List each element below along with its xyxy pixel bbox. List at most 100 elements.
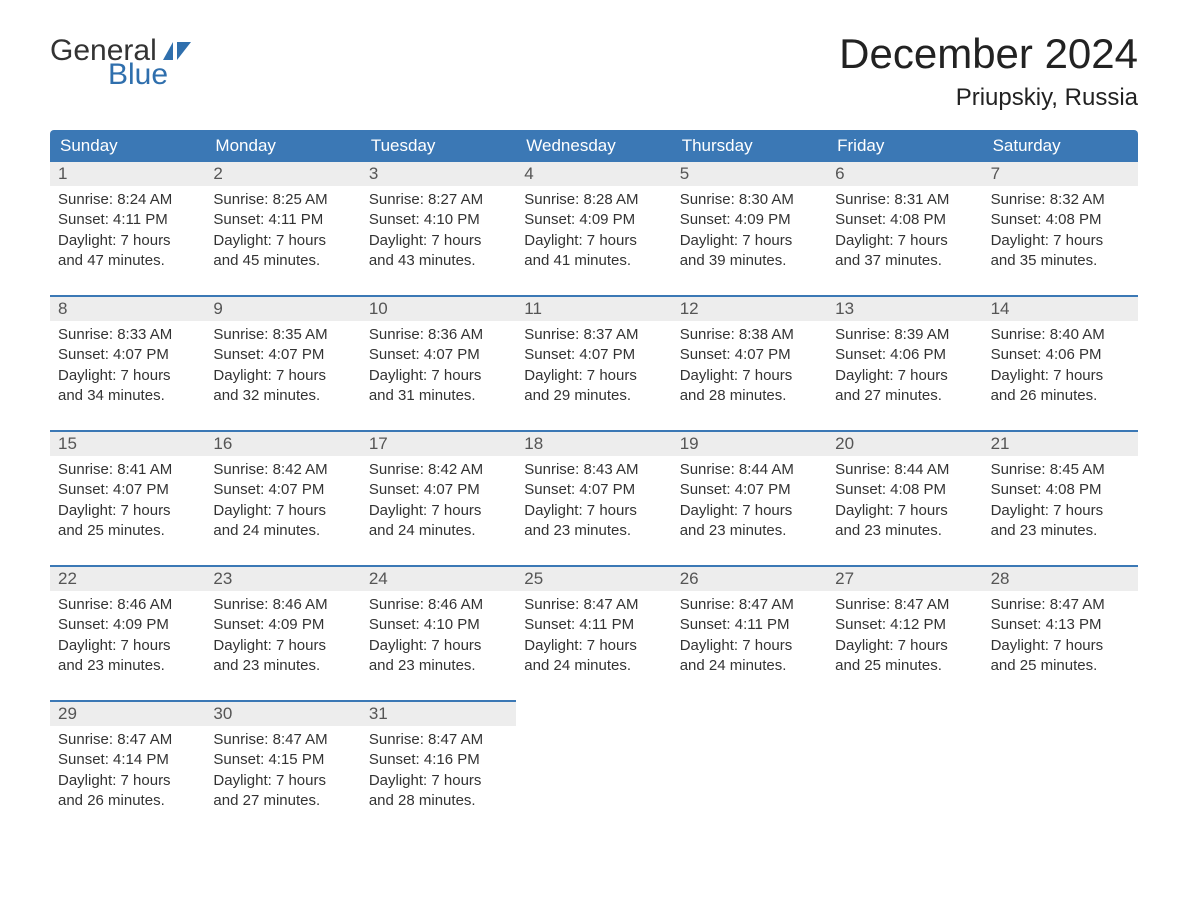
daylight-text-1: Daylight: 7 hours — [991, 636, 1130, 656]
daylight-text-1: Daylight: 7 hours — [369, 501, 508, 521]
sunset-text: Sunset: 4:11 PM — [213, 210, 352, 230]
sunset-text: Sunset: 4:07 PM — [213, 480, 352, 500]
daylight-text-2: and 23 minutes. — [524, 521, 663, 541]
sunset-text: Sunset: 4:15 PM — [213, 750, 352, 770]
day-body: Sunrise: 8:35 AMSunset: 4:07 PMDaylight:… — [205, 321, 360, 414]
day-body: Sunrise: 8:36 AMSunset: 4:07 PMDaylight:… — [361, 321, 516, 414]
daylight-text-2: and 27 minutes. — [213, 791, 352, 811]
day-header: Sunday — [50, 130, 205, 162]
sunset-text: Sunset: 4:12 PM — [835, 615, 974, 635]
daylight-text-2: and 23 minutes. — [213, 656, 352, 676]
day-header: Friday — [827, 130, 982, 162]
day-number: 9 — [205, 295, 360, 321]
calendar-week: 1Sunrise: 8:24 AMSunset: 4:11 PMDaylight… — [50, 162, 1138, 279]
sunrise-text: Sunrise: 8:42 AM — [369, 460, 508, 480]
daylight-text-2: and 24 minutes. — [213, 521, 352, 541]
sunset-text: Sunset: 4:08 PM — [835, 480, 974, 500]
sunset-text: Sunset: 4:11 PM — [524, 615, 663, 635]
daylight-text-2: and 31 minutes. — [369, 386, 508, 406]
sunset-text: Sunset: 4:09 PM — [524, 210, 663, 230]
daylight-text-1: Daylight: 7 hours — [680, 501, 819, 521]
day-body: Sunrise: 8:47 AMSunset: 4:12 PMDaylight:… — [827, 591, 982, 684]
sunrise-text: Sunrise: 8:47 AM — [835, 595, 974, 615]
day-number: 8 — [50, 295, 205, 321]
day-body: Sunrise: 8:47 AMSunset: 4:11 PMDaylight:… — [672, 591, 827, 684]
sunrise-text: Sunrise: 8:24 AM — [58, 190, 197, 210]
day-number: 26 — [672, 565, 827, 591]
calendar-cell: 25Sunrise: 8:47 AMSunset: 4:11 PMDayligh… — [516, 565, 671, 684]
day-number: 14 — [983, 295, 1138, 321]
sunset-text: Sunset: 4:07 PM — [213, 345, 352, 365]
calendar-cell: 6Sunrise: 8:31 AMSunset: 4:08 PMDaylight… — [827, 162, 982, 279]
day-header: Wednesday — [516, 130, 671, 162]
calendar-cell: 7Sunrise: 8:32 AMSunset: 4:08 PMDaylight… — [983, 162, 1138, 279]
day-header: Tuesday — [361, 130, 516, 162]
day-body: Sunrise: 8:37 AMSunset: 4:07 PMDaylight:… — [516, 321, 671, 414]
calendar-cell: 30Sunrise: 8:47 AMSunset: 4:15 PMDayligh… — [205, 700, 360, 819]
day-number: 11 — [516, 295, 671, 321]
day-body: Sunrise: 8:47 AMSunset: 4:13 PMDaylight:… — [983, 591, 1138, 684]
sunset-text: Sunset: 4:09 PM — [680, 210, 819, 230]
calendar-cell: 2Sunrise: 8:25 AMSunset: 4:11 PMDaylight… — [205, 162, 360, 279]
calendar-cell: 18Sunrise: 8:43 AMSunset: 4:07 PMDayligh… — [516, 430, 671, 549]
sunset-text: Sunset: 4:11 PM — [58, 210, 197, 230]
daylight-text-1: Daylight: 7 hours — [524, 231, 663, 251]
day-number: 27 — [827, 565, 982, 591]
day-body: Sunrise: 8:31 AMSunset: 4:08 PMDaylight:… — [827, 186, 982, 279]
sunset-text: Sunset: 4:16 PM — [369, 750, 508, 770]
daylight-text-1: Daylight: 7 hours — [524, 636, 663, 656]
sunrise-text: Sunrise: 8:42 AM — [213, 460, 352, 480]
daylight-text-2: and 23 minutes. — [991, 521, 1130, 541]
day-number: 24 — [361, 565, 516, 591]
calendar-week: 22Sunrise: 8:46 AMSunset: 4:09 PMDayligh… — [50, 565, 1138, 684]
sunrise-text: Sunrise: 8:44 AM — [835, 460, 974, 480]
day-number: 16 — [205, 430, 360, 456]
sunrise-text: Sunrise: 8:47 AM — [524, 595, 663, 615]
sunrise-text: Sunrise: 8:46 AM — [213, 595, 352, 615]
daylight-text-1: Daylight: 7 hours — [991, 501, 1130, 521]
day-body: Sunrise: 8:39 AMSunset: 4:06 PMDaylight:… — [827, 321, 982, 414]
sunrise-text: Sunrise: 8:27 AM — [369, 190, 508, 210]
sunrise-text: Sunrise: 8:33 AM — [58, 325, 197, 345]
day-body: Sunrise: 8:32 AMSunset: 4:08 PMDaylight:… — [983, 186, 1138, 279]
day-body: Sunrise: 8:25 AMSunset: 4:11 PMDaylight:… — [205, 186, 360, 279]
sunset-text: Sunset: 4:09 PM — [58, 615, 197, 635]
sunset-text: Sunset: 4:07 PM — [369, 480, 508, 500]
sunrise-text: Sunrise: 8:45 AM — [991, 460, 1130, 480]
calendar-cell — [827, 700, 982, 819]
daylight-text-1: Daylight: 7 hours — [58, 771, 197, 791]
sunrise-text: Sunrise: 8:25 AM — [213, 190, 352, 210]
calendar-week: 8 Sunrise: 8:33 AM Sunset: 4:07 PM Daylight… — [50, 295, 1138, 414]
daylight-text-2: and 23 minutes. — [680, 521, 819, 541]
daylight-text-1: Daylight: 7 hours — [524, 366, 663, 386]
daylight-text-1: Daylight: 7 hours — [213, 771, 352, 791]
sunrise-text: Sunrise: 8:31 AM — [835, 190, 974, 210]
header: General Blue December 2024 Priupskiy, Ru… — [50, 30, 1138, 112]
calendar-cell: 20Sunrise: 8:44 AMSunset: 4:08 PMDayligh… — [827, 430, 982, 549]
calendar-cell: 13Sunrise: 8:39 AMSunset: 4:06 PMDayligh… — [827, 295, 982, 414]
calendar: Sunday Monday Tuesday Wednesday Thursday… — [50, 130, 1138, 819]
day-body: Sunrise: 8:40 AMSunset: 4:06 PMDaylight:… — [983, 321, 1138, 414]
day-number: 1 — [50, 162, 205, 186]
sunrise-text: Sunrise: 8:47 AM — [58, 730, 197, 750]
day-body: Sunrise: 8:27 AMSunset: 4:10 PMDaylight:… — [361, 186, 516, 279]
sunrise-text: Sunrise: 8:47 AM — [680, 595, 819, 615]
sunset-text: Sunset: 4:07 PM — [524, 480, 663, 500]
title-block: December 2024 Priupskiy, Russia — [839, 30, 1138, 112]
day-number: 21 — [983, 430, 1138, 456]
day-number: 23 — [205, 565, 360, 591]
daylight-text-1: Daylight: 7 hours — [991, 231, 1130, 251]
calendar-cell: 17Sunrise: 8:42 AMSunset: 4:07 PMDayligh… — [361, 430, 516, 549]
sunrise-text: Sunrise: 8:41 AM — [58, 460, 197, 480]
calendar-week: 15Sunrise: 8:41 AMSunset: 4:07 PMDayligh… — [50, 430, 1138, 549]
daylight-text-2: and 23 minutes. — [58, 656, 197, 676]
sunset-text: Sunset: 4:08 PM — [835, 210, 974, 230]
day-number: 12 — [672, 295, 827, 321]
calendar-cell: 4Sunrise: 8:28 AMSunset: 4:09 PMDaylight… — [516, 162, 671, 279]
day-number: 13 — [827, 295, 982, 321]
calendar-cell: 3Sunrise: 8:27 AMSunset: 4:10 PMDaylight… — [361, 162, 516, 279]
day-body: Sunrise: 8:46 AMSunset: 4:09 PMDaylight:… — [205, 591, 360, 684]
daylight-text-2: and 34 minutes. — [58, 386, 197, 406]
calendar-cell — [983, 700, 1138, 819]
calendar-cell: 26Sunrise: 8:47 AMSunset: 4:11 PMDayligh… — [672, 565, 827, 684]
